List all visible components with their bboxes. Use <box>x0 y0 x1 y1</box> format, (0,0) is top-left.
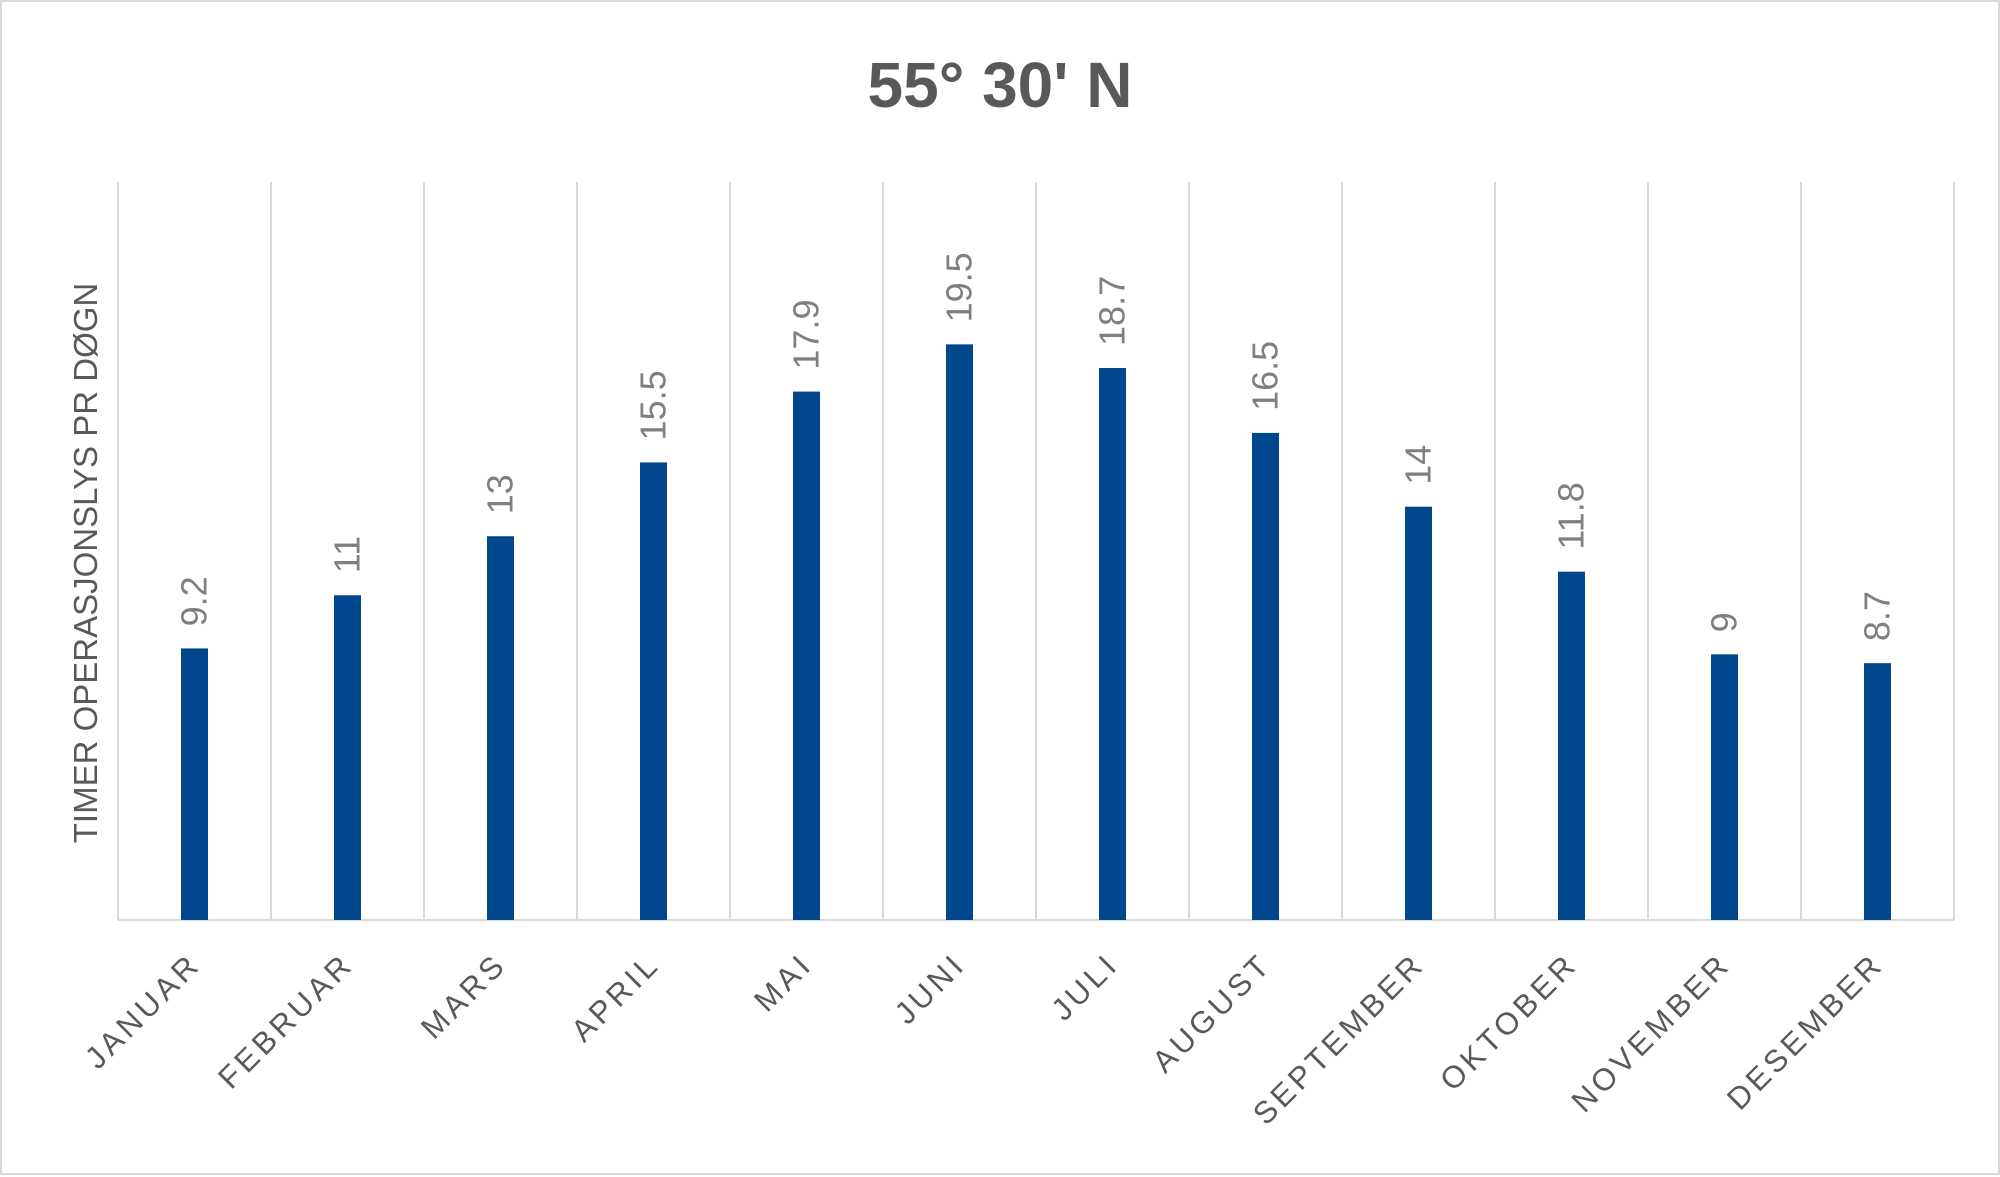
bar-mars <box>487 536 514 920</box>
bar-november <box>1711 654 1738 920</box>
bars <box>181 344 1891 920</box>
data-label: 11.8 <box>1551 482 1592 549</box>
x-tick-label: JANUAR <box>78 946 207 1075</box>
data-label: 8.7 <box>1857 591 1898 641</box>
x-tick-label: JUNI <box>888 946 973 1031</box>
x-tick-label: OKTOBER <box>1433 946 1584 1097</box>
bar-august <box>1252 432 1279 920</box>
data-label: 9.2 <box>174 576 215 626</box>
bar-september <box>1405 506 1432 920</box>
chart-title: 55° 30' N <box>868 49 1133 121</box>
data-label: 15.5 <box>633 370 674 440</box>
data-label: 11 <box>327 536 368 573</box>
data-label: 17.9 <box>786 300 827 370</box>
data-label: 14 <box>1398 445 1439 485</box>
x-tick-label: MARS <box>414 946 513 1045</box>
bar-oktober <box>1558 571 1585 920</box>
data-label: 9 <box>1704 612 1745 632</box>
bar-april <box>640 462 667 920</box>
data-label: 13 <box>480 474 521 514</box>
bar-januar <box>181 648 208 920</box>
gridlines <box>117 182 1955 921</box>
bar-mai <box>793 391 820 920</box>
y-axis-label: TIMER OPERASJONSLYS PR DØGN <box>67 283 104 843</box>
data-label: 16.5 <box>1245 341 1286 411</box>
bar-juni <box>946 344 973 920</box>
x-tick-labels: JANUAR FEBRUAR MARS APRIL MAI JUNI JULI AUGUSTS… <box>78 946 1890 1131</box>
x-tick-label: NOVEMBER <box>1565 946 1738 1119</box>
data-label: 19.5 <box>939 252 980 322</box>
bar-juli <box>1099 367 1126 920</box>
x-tick-label: MAI <box>747 946 819 1018</box>
x-tick-label: FEBRUAR <box>211 946 360 1095</box>
data-label: 18.7 <box>1092 276 1133 346</box>
x-tick-label: DESEMBER <box>1720 946 1890 1116</box>
x-tick-label: JULI <box>1044 946 1125 1027</box>
bar-februar <box>334 595 361 920</box>
x-tick-label: APRIL <box>564 946 666 1048</box>
bar-desember <box>1864 663 1891 920</box>
data-labels: 9.2 11 13 15.5 17.9 19.5 18.7 16.5 14 11.8 9 8.7 <box>174 252 1898 641</box>
x-tick-label: AUGUST <box>1145 946 1278 1079</box>
